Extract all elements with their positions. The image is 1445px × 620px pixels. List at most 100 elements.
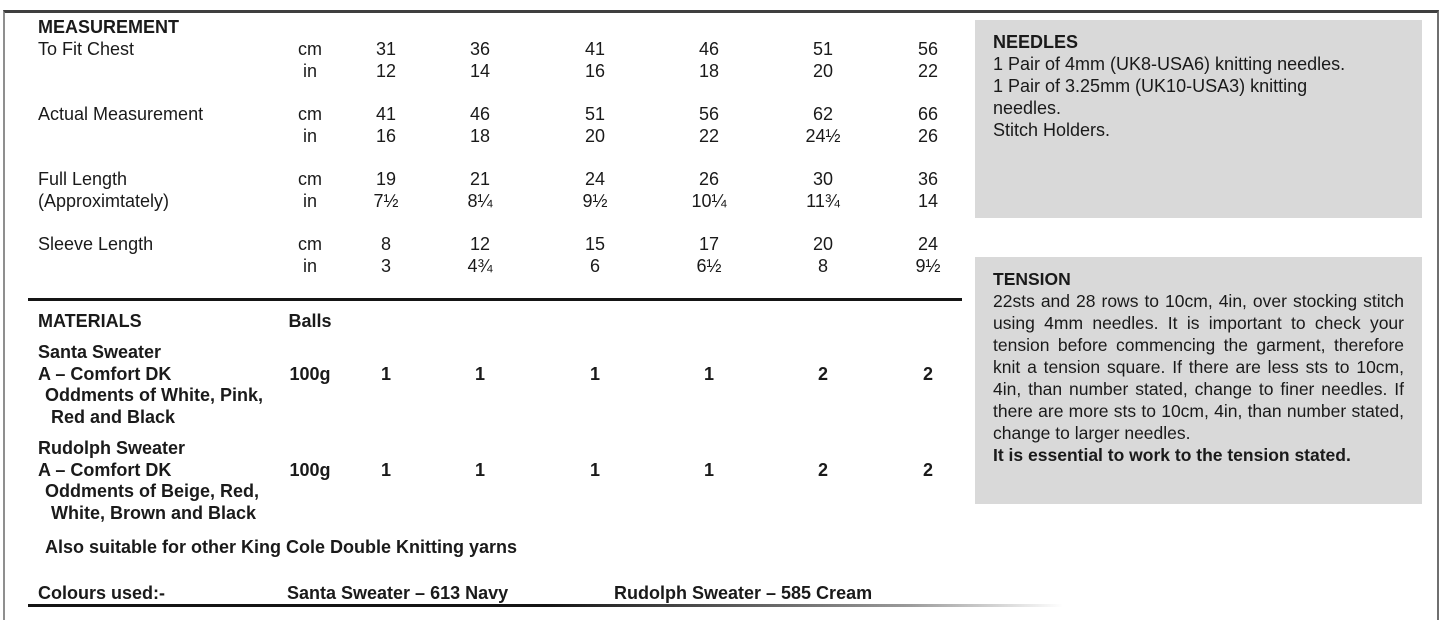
measurement-row-sleeve-length: Sleeve Length cm 8 12 15 17 20 24 in 3 4… (38, 233, 973, 277)
value-cell: 12 (375, 61, 397, 81)
needles-line: 1 Pair of 3.25mm (UK10-USA3) knitting (993, 76, 1308, 96)
value-cell: 41 (584, 39, 606, 59)
ball-weight: 100g (289, 459, 331, 480)
value-cell: 17 (698, 234, 720, 254)
tension-title: TENSION (993, 269, 1071, 289)
value-cell: 21 (469, 169, 491, 189)
value-cell: 12 (469, 234, 491, 254)
value-cell: 41 (375, 104, 397, 124)
unit-cm: cm (298, 104, 322, 124)
materials-header: MATERIALS Balls (38, 310, 973, 332)
colours-used-label: Colours used:- (38, 583, 166, 603)
oddments-line: Oddments of Beige, Red, (45, 481, 260, 501)
row-label: Sleeve Length (38, 234, 154, 254)
balls-count: 1 (474, 363, 485, 384)
value-cell: 62 (812, 104, 834, 124)
value-cell: 10¼ (691, 191, 727, 211)
value-cell: 51 (584, 104, 606, 124)
value-cell: 7½ (373, 191, 399, 211)
balls-count: 2 (817, 363, 828, 384)
balls-count: 1 (703, 459, 714, 480)
value-cell: 36 (917, 169, 939, 189)
row-label-2 (38, 255, 280, 277)
unit-cm: cm (298, 169, 322, 189)
value-cell: 9½ (582, 191, 608, 211)
value-cell: 11¾ (806, 191, 840, 211)
value-cell: 36 (469, 39, 491, 59)
needles-title: NEEDLES (993, 32, 1079, 52)
oddments-line: Red and Black (51, 406, 176, 427)
value-cell: 6½ (696, 256, 722, 276)
measurement-materials-section: MEASUREMENT To Fit Chest cm 31 36 41 46 … (28, 16, 973, 604)
balls-count: 1 (589, 363, 600, 384)
colours-used-row: Colours used:- Santa Sweater – 613 Navy … (38, 582, 973, 604)
unit-in: in (302, 61, 317, 81)
needles-line: 1 Pair of 4mm (UK8-USA6) knitting needle… (993, 54, 1346, 74)
oddments-line: White, Brown and Black (51, 502, 257, 523)
value-cell: 18 (469, 126, 491, 146)
value-cell: 26 (917, 126, 939, 146)
value-cell: 18 (698, 61, 720, 81)
yarn-suitability-note: Also suitable for other King Cole Double… (45, 537, 518, 557)
value-cell: 56 (917, 39, 939, 59)
value-cell: 8¼ (467, 191, 493, 211)
measurement-in-line: in 16 18 20 22 24½ 26 (38, 125, 973, 147)
value-cell: 31 (375, 39, 397, 59)
santa-colour-value: Santa Sweater – 613 Navy (287, 583, 509, 603)
value-cell: 8 (380, 234, 391, 254)
materials-item-santa-sweater: Santa Sweater A – Comfort DK Oddments of… (38, 341, 973, 427)
measurement-in-line: (Approximtately) in 7½ 8¼ 9½ 10¼ 11¾ 14 (38, 190, 973, 212)
balls-count: 2 (922, 363, 933, 384)
value-cell: 24 (584, 169, 606, 189)
value-cell: 46 (698, 39, 720, 59)
unit-in: in (302, 256, 317, 276)
value-cell: 16 (584, 61, 606, 81)
value-cell: 19 (375, 169, 397, 189)
yarn-type: A – Comfort DK (38, 459, 172, 480)
balls-count: 1 (380, 459, 391, 480)
value-cell: 20 (812, 61, 834, 81)
balls-count: 1 (703, 363, 714, 384)
needles-line: Stitch Holders. (993, 120, 1111, 140)
value-cell: 24½ (805, 126, 841, 146)
value-cell: 26 (698, 169, 720, 189)
unit-cm: cm (298, 234, 322, 254)
value-cell: 30 (812, 169, 834, 189)
oddments-line: Oddments of White, Pink, (45, 385, 264, 405)
value-cell: 8 (817, 256, 828, 276)
value-cell: 14 (917, 191, 939, 211)
unit-cm: cm (298, 39, 322, 59)
tension-body-text: 22sts and 28 rows to 10cm, 4in, over sto… (993, 291, 1404, 443)
value-cell: 22 (917, 61, 939, 81)
measurement-row-actual-measurement: Actual Measurement cm 41 46 51 56 62 66 … (38, 103, 973, 147)
measurement-cm-line: Sleeve Length cm 8 12 15 17 20 24 (38, 233, 973, 255)
value-cell: 22 (698, 126, 720, 146)
value-cell: 20 (812, 234, 834, 254)
materials-title: MATERIALS (38, 311, 142, 331)
row-label: To Fit Chest (38, 39, 135, 59)
tension-emphasis-line: It is essential to work to the tension s… (993, 445, 1351, 465)
balls-column-header: Balls (288, 311, 332, 331)
value-cell: 6 (589, 256, 600, 276)
value-cell: 9½ (915, 256, 941, 276)
value-cell: 51 (812, 39, 834, 59)
balls-count: 1 (589, 459, 600, 480)
row-label-2 (38, 125, 280, 147)
measurement-row-to-fit-chest: To Fit Chest cm 31 36 41 46 51 56 in 12 … (38, 38, 973, 82)
value-cell: 46 (469, 104, 491, 124)
row-label: Full Length (38, 169, 128, 189)
balls-count: 1 (474, 459, 485, 480)
measurement-cm-line: Actual Measurement cm 41 46 51 56 62 66 (38, 103, 973, 125)
measurement-title: MEASUREMENT (38, 17, 180, 37)
measurement-cm-line: Full Length cm 19 21 24 26 30 36 (38, 168, 973, 190)
bottom-divider-line (28, 604, 1063, 607)
tension-panel: TENSION 22sts and 28 rows to 10cm, 4in, … (975, 257, 1422, 504)
value-cell: 56 (698, 104, 720, 124)
balls-count: 2 (922, 459, 933, 480)
measurement-in-line: in 3 4¾ 6 6½ 8 9½ (38, 255, 973, 277)
row-label: Actual Measurement (38, 104, 204, 124)
measurement-row-full-length: Full Length cm 19 21 24 26 30 36 (Approx… (38, 168, 973, 212)
yarn-name: Santa Sweater (38, 342, 162, 362)
yarn-name: Rudolph Sweater (38, 438, 186, 458)
measurement-in-line: in 12 14 16 18 20 22 (38, 60, 973, 82)
